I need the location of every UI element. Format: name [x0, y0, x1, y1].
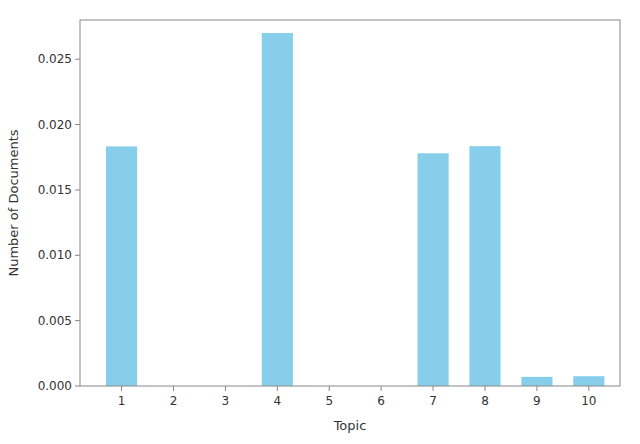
x-tick-label: 8: [481, 394, 489, 408]
y-tick: [75, 124, 80, 125]
x-tick-label: 5: [325, 394, 333, 408]
x-tick: [121, 386, 122, 391]
x-tick: [277, 386, 278, 391]
x-tick-label: 7: [429, 394, 437, 408]
plot-frame: [80, 20, 620, 386]
x-tick-label: 1: [118, 394, 126, 408]
y-axis-label: Number of Documents: [6, 129, 21, 276]
y-tick-label: 0.015: [38, 183, 72, 197]
y-axis: 0.000 0.005 0.010 0.015 0.020 0.025: [38, 52, 80, 393]
x-tick-label: 3: [222, 394, 230, 408]
bar: [469, 146, 500, 386]
y-tick: [75, 59, 80, 60]
y-tick: [75, 255, 80, 256]
bars: [106, 33, 604, 386]
x-axis: 1 2 3 4 5 6 7 8 9 10: [118, 386, 597, 408]
x-axis-label: Topic: [333, 418, 367, 433]
x-tick-label: 9: [533, 394, 541, 408]
bar: [418, 153, 449, 386]
y-tick: [75, 189, 80, 190]
y-tick: [75, 320, 80, 321]
y-tick: [75, 386, 80, 387]
bar: [262, 33, 293, 386]
x-tick: [173, 386, 174, 391]
bar: [573, 376, 604, 386]
y-tick-label: 0.020: [38, 118, 72, 132]
bar: [521, 377, 552, 386]
y-tick-label: 0.005: [38, 314, 72, 328]
x-tick: [225, 386, 226, 391]
chart: 1 2 3 4 5 6 7 8 9 10 0.000 0.005 0.010 0.015 0.020 0.02…: [0, 0, 640, 444]
x-tick: [381, 386, 382, 391]
bar: [106, 146, 137, 386]
x-tick-label: 2: [170, 394, 178, 408]
chart-container: 1 2 3 4 5 6 7 8 9 10 0.000 0.005 0.010 0.015 0.020 0.02…: [0, 0, 640, 444]
x-tick: [536, 386, 537, 391]
x-tick: [485, 386, 486, 391]
x-tick: [588, 386, 589, 391]
x-tick-label: 4: [273, 394, 281, 408]
y-tick-label: 0.000: [38, 379, 72, 393]
y-tick-label: 0.010: [38, 248, 72, 262]
y-tick-label: 0.025: [38, 52, 72, 66]
x-tick: [329, 386, 330, 391]
x-tick-label: 6: [377, 394, 385, 408]
x-tick: [433, 386, 434, 391]
x-tick-label: 10: [581, 394, 596, 408]
